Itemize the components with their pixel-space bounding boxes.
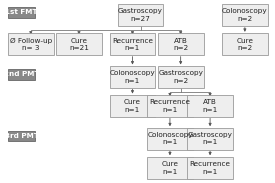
Text: Colonoscopy
n=1: Colonoscopy n=1 (147, 132, 193, 145)
Text: ATB
n=2: ATB n=2 (173, 38, 188, 51)
FancyBboxPatch shape (8, 33, 54, 55)
Text: Ø Follow-up
n= 3: Ø Follow-up n= 3 (10, 38, 52, 51)
Text: Gastroscopy
n=1: Gastroscopy n=1 (188, 132, 233, 145)
FancyBboxPatch shape (110, 66, 155, 88)
FancyBboxPatch shape (8, 7, 35, 18)
FancyBboxPatch shape (8, 131, 35, 141)
Text: Colonoscopy
n=2: Colonoscopy n=2 (222, 8, 268, 22)
Text: ATB
n=1: ATB n=1 (202, 99, 218, 113)
FancyBboxPatch shape (110, 33, 155, 55)
Text: Gastroscopy
n=2: Gastroscopy n=2 (158, 70, 203, 84)
FancyBboxPatch shape (158, 66, 204, 88)
FancyBboxPatch shape (158, 33, 204, 55)
FancyBboxPatch shape (222, 4, 268, 26)
Text: Recurrence
n=1: Recurrence n=1 (112, 38, 153, 51)
Text: Cure
n=1: Cure n=1 (124, 99, 141, 113)
Text: Gastroscopy
n=27: Gastroscopy n=27 (118, 8, 163, 22)
FancyBboxPatch shape (147, 128, 193, 150)
Text: Recurrence
n=1: Recurrence n=1 (189, 161, 230, 175)
FancyBboxPatch shape (147, 95, 193, 117)
Text: 1st FMT: 1st FMT (5, 10, 38, 16)
FancyBboxPatch shape (110, 95, 155, 117)
Text: 2nd PMT: 2nd PMT (4, 71, 39, 77)
FancyBboxPatch shape (8, 69, 35, 80)
FancyBboxPatch shape (187, 128, 233, 150)
FancyBboxPatch shape (222, 33, 268, 55)
FancyBboxPatch shape (56, 33, 102, 55)
FancyBboxPatch shape (187, 95, 233, 117)
Text: Cure
n=2: Cure n=2 (236, 38, 253, 51)
Text: Colonoscopy
n=1: Colonoscopy n=1 (110, 70, 155, 84)
Text: Cure
n=21: Cure n=21 (69, 38, 89, 51)
Text: 3rd PMT: 3rd PMT (4, 133, 38, 139)
FancyBboxPatch shape (118, 4, 163, 26)
FancyBboxPatch shape (187, 157, 233, 179)
Text: Recurrence
n=1: Recurrence n=1 (149, 99, 191, 113)
FancyBboxPatch shape (147, 157, 193, 179)
Text: Cure
n=1: Cure n=1 (161, 161, 178, 175)
